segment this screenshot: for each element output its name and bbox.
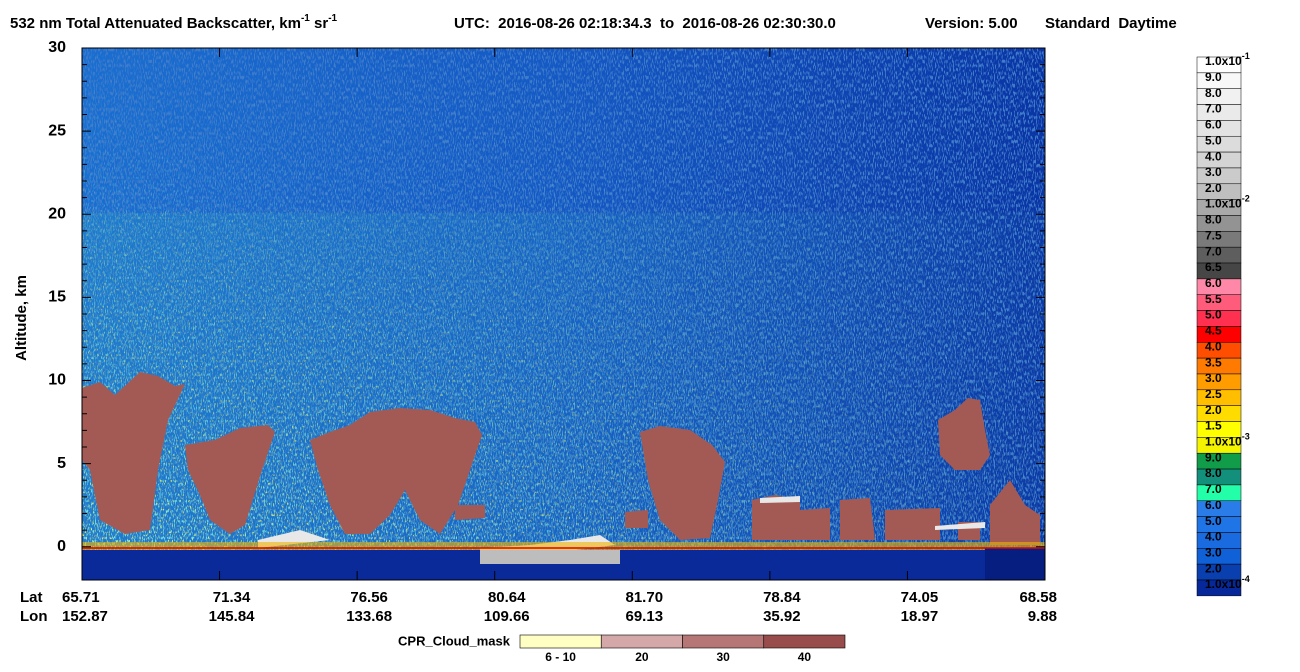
cloud-mask-swatch [763, 634, 846, 649]
y-axis-title: Altitude, km [13, 275, 30, 361]
y-tick-label: 15 [48, 289, 66, 306]
lon-tick-label: 35.92 [763, 608, 801, 625]
lat-tick-label: 71.34 [213, 589, 251, 606]
colorbar-label: 8.0 [1205, 466, 1222, 480]
colorbar-label: 5.0 [1205, 514, 1222, 528]
colorbar-label: 7.0 [1205, 102, 1222, 116]
y-tick-label: 0 [57, 538, 66, 555]
y-tick-label: 25 [48, 122, 66, 139]
colorbar-label: 5.5 [1205, 292, 1222, 306]
colorbar-swatch [1196, 579, 1242, 597]
colorbar-label: 2.0 [1205, 181, 1222, 195]
lon-tick-label: 109.66 [484, 608, 530, 625]
cloud-mask-swatch [682, 634, 765, 649]
colorbar-label-exponent: -3 [1242, 432, 1250, 442]
cloud-mask-item-label: 30 [716, 650, 730, 664]
colorbar-label-base: 1.0x10 [1205, 577, 1242, 591]
colorbar-label: 1.5 [1205, 419, 1222, 433]
title-unit: sr [310, 15, 329, 32]
title-version: Version: 5.00 [925, 15, 1018, 32]
colorbar-label: 1.0x10-2 [1205, 194, 1250, 211]
lat-label: Lat [20, 589, 43, 606]
colorbar-label: 1.0x10-1 [1205, 51, 1250, 68]
chart-title: 532 nm Total Attenuated Backscatter, km-… [10, 13, 1177, 32]
colorbar-label: 2.0 [1205, 561, 1222, 575]
lon-tick-label: 152.87 [62, 608, 108, 625]
y-tick-label: 20 [48, 205, 66, 222]
title-mode: Standard Daytime [1045, 15, 1177, 32]
colorbar-label: 8.0 [1205, 213, 1222, 227]
backscatter-image [82, 48, 1045, 580]
colorbar-label-exponent: -2 [1242, 194, 1250, 204]
colorbar-label: 6.0 [1205, 118, 1222, 132]
cloud-mask-swatch [600, 634, 683, 649]
colorbar-label: 2.0 [1205, 403, 1222, 417]
colorbar-label: 7.5 [1205, 229, 1222, 243]
colorbar-label: 1.0x10-3 [1205, 432, 1250, 449]
y-tick-label: 10 [48, 372, 66, 389]
colorbar-label-exponent: -4 [1242, 574, 1250, 584]
cloud-mask-item-label: 6 - 10 [545, 650, 576, 664]
title-time: UTC: 2016-08-26 02:18:34.3 to 2016-08-26… [454, 15, 836, 32]
colorbar-label-exponent: -1 [1242, 51, 1250, 61]
colorbar-label: 6.0 [1205, 276, 1222, 290]
cloud-mask-item-label: 20 [635, 650, 649, 664]
colorbar-label: 1.0x10-4 [1205, 574, 1250, 591]
colorbar-label: 7.0 [1205, 244, 1222, 258]
lat-tick-label: 65.71 [62, 589, 100, 606]
lat-tick-label: 74.05 [901, 589, 939, 606]
colorbar-label: 5.0 [1205, 133, 1222, 147]
lat-tick-label: 68.58 [1019, 589, 1057, 606]
lon-tick-label: 133.68 [346, 608, 392, 625]
lat-tick-label: 81.70 [626, 589, 664, 606]
colorbar-label: 4.0 [1205, 339, 1222, 353]
lon-label: Lon [20, 608, 48, 625]
colorbar-label: 5.0 [1205, 308, 1222, 322]
lon-tick-label: 9.88 [1028, 608, 1057, 625]
lat-tick-label: 80.64 [488, 589, 526, 606]
colorbar-label: 4.0 [1205, 149, 1222, 163]
title-exponent: -1 [301, 13, 310, 24]
colorbar-label: 3.5 [1205, 355, 1222, 369]
colorbar-label: 8.0 [1205, 86, 1222, 100]
colorbar-label: 9.0 [1205, 70, 1222, 84]
colorbar-label: 7.0 [1205, 482, 1222, 496]
colorbar-label: 3.0 [1205, 371, 1222, 385]
colorbar-label: 2.5 [1205, 387, 1222, 401]
colorbar-label: 6.5 [1205, 260, 1222, 274]
colorbar-label: 4.5 [1205, 324, 1222, 338]
y-tick-label: 30 [48, 39, 66, 56]
lat-tick-label: 78.84 [763, 589, 801, 606]
colorbar-label: 4.0 [1205, 530, 1222, 544]
lon-tick-label: 145.84 [209, 608, 256, 625]
y-tick-label: 5 [57, 455, 66, 472]
colorbar-label: 9.0 [1205, 450, 1222, 464]
cloud-mask-label: CPR_Cloud_mask [398, 633, 511, 648]
title-text: 532 nm Total Attenuated Backscatter, km [10, 15, 301, 32]
colorbar-label-base: 1.0x10 [1205, 197, 1242, 211]
colorbar-label: 3.0 [1205, 165, 1222, 179]
cloud-mask-item-label: 40 [798, 650, 812, 664]
cloud-mask-swatch [519, 634, 602, 649]
title-exponent: -1 [328, 13, 337, 24]
colorbar-label: 3.0 [1205, 545, 1222, 559]
lon-tick-label: 18.97 [901, 608, 939, 625]
lon-tick-label: 69.13 [626, 608, 664, 625]
colorbar-label: 6.0 [1205, 498, 1222, 512]
lat-tick-label: 76.56 [350, 589, 388, 606]
colorbar-label-base: 1.0x10 [1205, 54, 1242, 68]
colorbar-label-base: 1.0x10 [1205, 435, 1242, 449]
